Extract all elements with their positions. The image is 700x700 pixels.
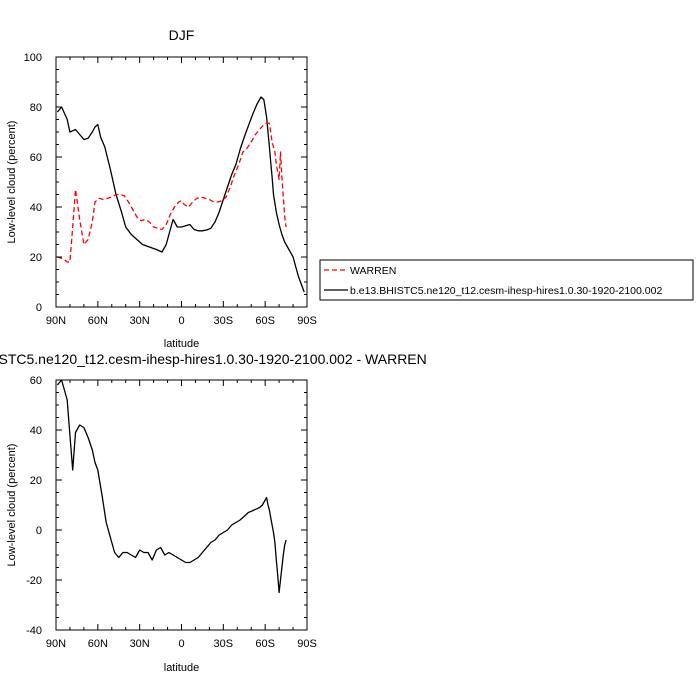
bottom-y-tick-label: 20	[30, 475, 42, 487]
top-x-tick-label: 0	[178, 315, 184, 327]
bottom-y-tick-label: 40	[30, 425, 42, 437]
bottom-panel: b.e13.BHISTC5.ne120_t12.cesm-ihesp-hires…	[0, 351, 427, 674]
legend: WARREN b.e13.BHISTC5.ne120_t12.cesm-ihes…	[319, 259, 694, 301]
bottom-plot-frame	[55, 379, 308, 631]
bottom-x-tick-label: 90S	[297, 638, 317, 650]
bottom-x-tick-label: 60N	[88, 638, 108, 650]
top-series	[56, 96, 305, 293]
top-series-line-warren	[57, 122, 287, 263]
top-y-tick-label: 20	[30, 252, 42, 264]
top-x-tick-label: 90N	[46, 315, 66, 327]
top-tick-labels: 90N 60N 30N 0 30S 60S 90S 0 20 40 60 80 100	[24, 52, 317, 327]
legend-label-model: b.e13.BHISTC5.ne120_t12.cesm-ihesp-hires…	[350, 285, 662, 297]
bottom-ticks	[55, 379, 308, 631]
top-series-line-model	[56, 96, 305, 293]
bottom-y-tick-label: 60	[30, 375, 42, 387]
top-y-tick-label: 40	[30, 202, 42, 214]
bottom-x-tick-label: 90N	[46, 638, 66, 650]
top-panel: DJF 90N 60N 30N 0 30S 60S 90S 0 20 40 60 80 100 lati…	[6, 27, 694, 350]
top-x-tick-label: 60S	[255, 315, 275, 327]
bottom-x-tick-label: 30N	[130, 638, 150, 650]
top-ticks	[55, 56, 308, 308]
bottom-x-tick-label: 60S	[255, 638, 275, 650]
legend-label-warren: WARREN	[350, 265, 396, 277]
top-plot-frame	[55, 56, 308, 308]
top-y-tick-label: 0	[36, 302, 42, 314]
top-y-tick-label: 60	[30, 152, 42, 164]
bottom-y-tick-label: 0	[36, 525, 42, 537]
top-chart-title: DJF	[169, 27, 195, 43]
bottom-series	[56, 379, 287, 594]
top-x-tick-label: 90S	[297, 315, 317, 327]
top-x-tick-label: 30N	[130, 315, 150, 327]
top-y-tick-label: 100	[24, 52, 42, 64]
bottom-x-tick-label: 30S	[214, 638, 234, 650]
bottom-tick-labels: 90N 60N 30N 0 30S 60S 90S -40 -20 0 20 40 60	[26, 375, 317, 650]
bottom-y-tick-label: -20	[26, 575, 42, 587]
top-x-axis-label: latitude	[164, 338, 199, 350]
bottom-y-axis-label: Low-level cloud (percent)	[6, 444, 18, 567]
bottom-chart-title: b.e13.BHISTC5.ne120_t12.cesm-ihesp-hires…	[0, 351, 427, 367]
top-x-tick-label: 60N	[88, 315, 108, 327]
top-x-tick-label: 30S	[214, 315, 234, 327]
top-y-axis-label: Low-level cloud (percent)	[6, 121, 18, 244]
top-y-tick-label: 80	[30, 102, 42, 114]
bottom-y-tick-label: -40	[26, 625, 42, 637]
bottom-x-axis-label: latitude	[164, 662, 199, 674]
bottom-series-line-difference	[56, 379, 287, 594]
bottom-x-tick-label: 0	[178, 638, 184, 650]
legend-box	[319, 259, 694, 301]
